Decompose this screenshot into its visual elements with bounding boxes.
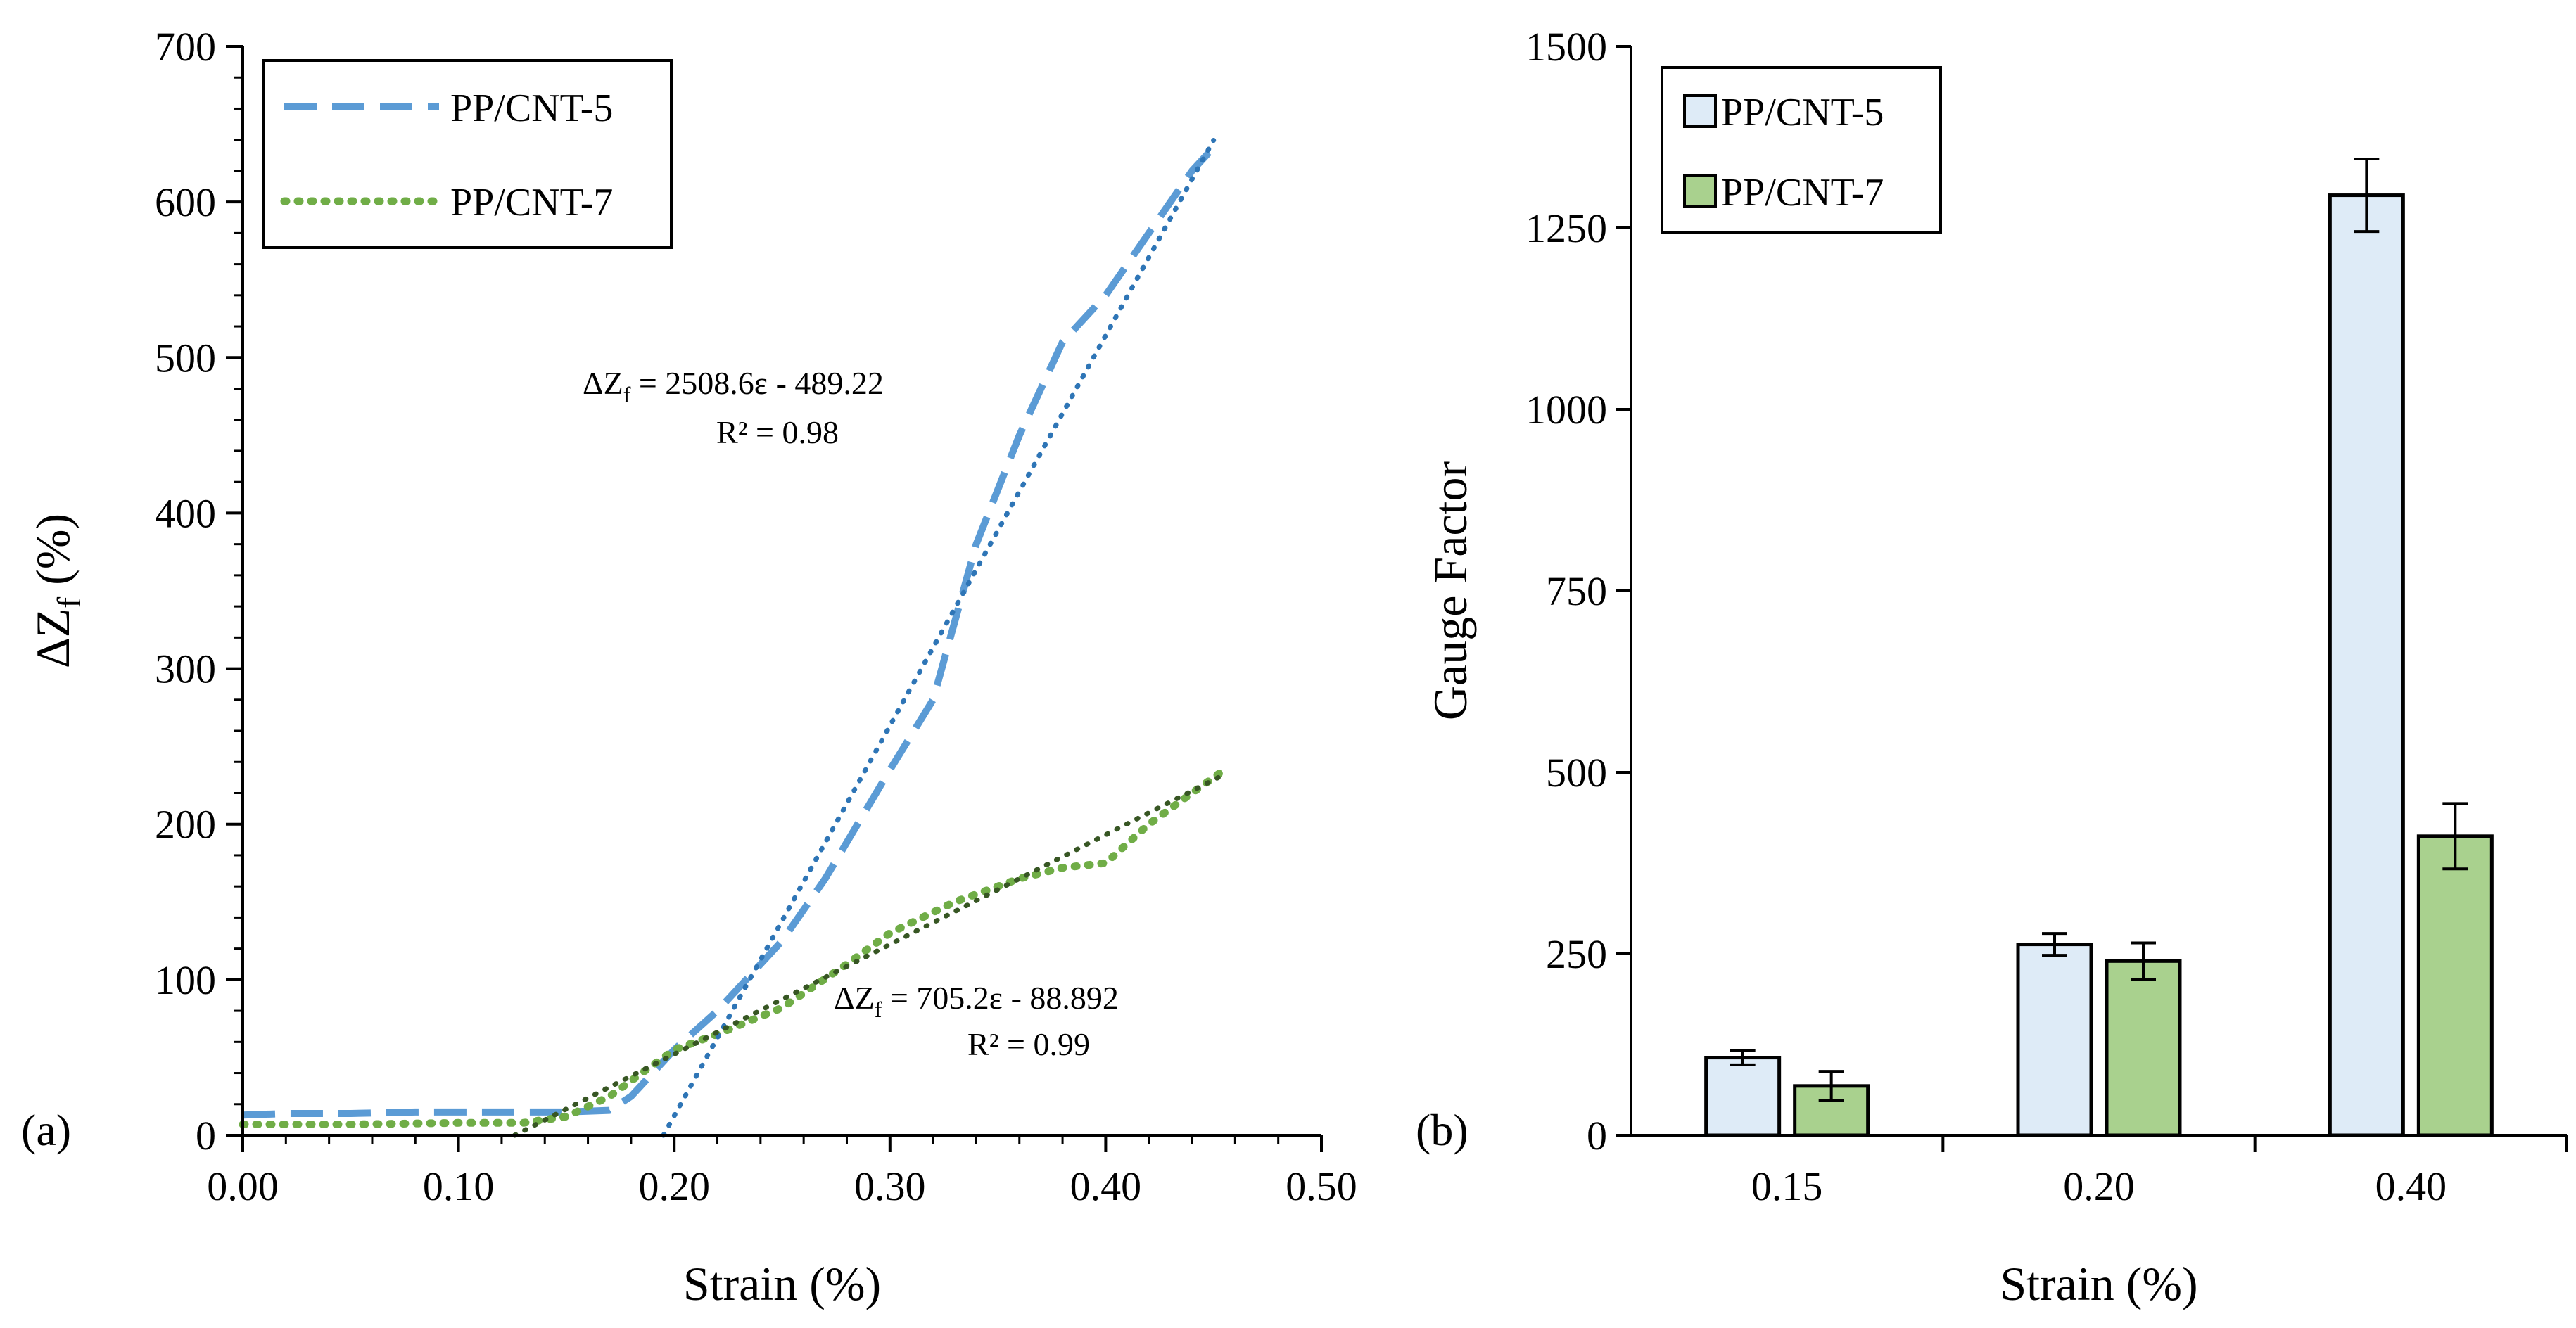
legend-label: PP/CNT-5	[1721, 91, 1884, 134]
x-tick-label: 0.20	[638, 1163, 710, 1209]
y-axis-title: Gauge Factor	[1423, 461, 1477, 721]
y-tick-label: 700	[155, 24, 216, 70]
bar	[2105, 959, 2182, 1137]
trendline-equation: ΔZf = 705.2ε - 88.892	[834, 980, 1119, 1022]
x-axis-title: Strain (%)	[2000, 1257, 2197, 1310]
trendline-2	[512, 772, 1227, 1138]
y-tick-label: 200	[155, 802, 216, 848]
bar	[2016, 943, 2093, 1137]
series-line-2	[239, 765, 1229, 1129]
trendline-r2: R² = 0.98	[716, 414, 839, 450]
x-tick-label: 0.15	[1751, 1163, 1823, 1209]
series-line-1	[242, 145, 1217, 1119]
trendline-1	[661, 137, 1217, 1138]
panel-label: (b)	[1416, 1105, 1468, 1155]
bar	[1704, 1056, 1782, 1137]
x-tick-label: 0.50	[1286, 1163, 1357, 1209]
x-tick-label: 0.00	[207, 1163, 279, 1209]
y-tick-label: 100	[155, 957, 216, 1003]
x-tick-label: 0.20	[2063, 1163, 2135, 1209]
y-tick-label: 1000	[1525, 387, 1607, 433]
y-tick-label: 1250	[1525, 205, 1607, 251]
legend-swatch	[1683, 174, 1717, 208]
legend-label: PP/CNT-7	[1721, 171, 1884, 215]
legend-swatch	[1683, 94, 1717, 128]
bar-chart-panel: 0 250 500 750 1000 1250 1500 0.15 0.20 0.40 PP/CNT…	[1416, 24, 2568, 1310]
x-tick-label: 0.30	[854, 1163, 926, 1209]
bar	[2328, 193, 2405, 1137]
y-tick-label: 600	[155, 179, 216, 225]
y-tick-label: 0	[196, 1113, 216, 1158]
y-tick-label: 250	[1546, 931, 1607, 977]
x-axis-title: Strain (%)	[683, 1257, 881, 1310]
x-tick-label: 0.40	[1070, 1163, 1142, 1209]
y-tick-label: 1500	[1525, 24, 1607, 70]
y-tick-label: 0	[1587, 1113, 1607, 1158]
y-tick-label: 500	[155, 335, 216, 381]
y-tick-label: 750	[1546, 568, 1607, 614]
x-tick-label: 0.40	[2375, 1163, 2447, 1209]
line-chart-panel: 0 100 200 300 400 500 600 700 0.00 0.10 0.20 0.30 0.…	[21, 24, 1357, 1310]
legend-box	[262, 59, 673, 249]
y-tick-label: 400	[155, 490, 216, 536]
y-tick-label: 300	[155, 646, 216, 692]
legend-label: PP/CNT-5	[450, 87, 613, 130]
legend-label: PP/CNT-7	[450, 181, 613, 224]
panel-label: (a)	[21, 1105, 71, 1155]
x-tick-label: 0.10	[423, 1163, 495, 1209]
trendline-equation: ΔZf = 2508.6ε - 489.22	[583, 365, 884, 407]
bar	[2416, 834, 2494, 1137]
y-tick-label: 500	[1546, 750, 1607, 796]
trendline-r2: R² = 0.99	[967, 1026, 1090, 1062]
y-axis-title: ΔZf (%)	[26, 513, 88, 668]
